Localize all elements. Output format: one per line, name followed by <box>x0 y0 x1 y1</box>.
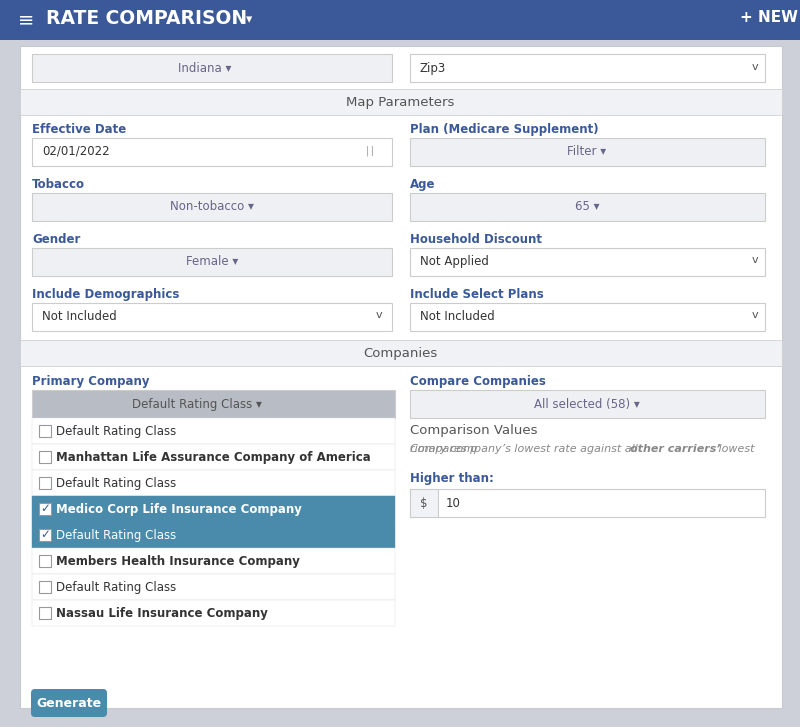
Text: + NEW: + NEW <box>740 10 798 25</box>
Text: Manhattan Life Assurance Company of America: Manhattan Life Assurance Company of Amer… <box>56 451 370 464</box>
Text: lowest: lowest <box>715 444 754 454</box>
Bar <box>32 470 395 496</box>
Bar <box>39 425 51 437</box>
Text: rimary company’s lowest rate against all: rimary company’s lowest rate against all <box>410 444 642 454</box>
Text: ✓: ✓ <box>40 528 50 541</box>
Text: Gender: Gender <box>32 233 80 246</box>
Text: Not Included: Not Included <box>420 310 494 323</box>
Bar <box>39 529 51 541</box>
Bar <box>32 138 392 166</box>
Text: Generate: Generate <box>37 697 102 710</box>
Text: ✓: ✓ <box>40 502 50 515</box>
Text: Default Rating Class ▾: Default Rating Class ▾ <box>132 398 262 411</box>
Bar <box>410 248 765 276</box>
Text: Primary Company: Primary Company <box>32 375 150 388</box>
Text: v: v <box>752 62 758 72</box>
Bar <box>32 248 392 276</box>
Text: Map Parameters: Map Parameters <box>346 96 454 109</box>
Bar <box>32 444 395 470</box>
Bar <box>410 489 765 517</box>
Text: Tobacco: Tobacco <box>32 178 85 191</box>
Bar <box>32 303 392 331</box>
Bar <box>39 607 51 619</box>
Bar <box>410 303 765 331</box>
FancyBboxPatch shape <box>31 689 107 717</box>
Text: All selected (58) ▾: All selected (58) ▾ <box>534 398 640 411</box>
Text: other carriers’: other carriers’ <box>630 444 721 454</box>
Bar <box>410 193 765 221</box>
Text: 10: 10 <box>446 497 461 510</box>
Text: Include Demographics: Include Demographics <box>32 288 179 301</box>
Bar <box>410 138 765 166</box>
Text: Default Rating Class: Default Rating Class <box>56 425 176 438</box>
Bar <box>32 522 395 548</box>
Text: Default Rating Class: Default Rating Class <box>56 581 176 594</box>
Bar <box>39 581 51 593</box>
Bar <box>39 503 51 515</box>
Bar <box>410 489 438 517</box>
Text: Nassau Life Insurance Company: Nassau Life Insurance Company <box>56 607 268 620</box>
Bar <box>32 54 392 82</box>
Bar <box>410 390 765 418</box>
Text: v: v <box>752 310 758 320</box>
Text: Effective Date: Effective Date <box>32 123 126 136</box>
Bar <box>32 600 395 626</box>
Bar <box>39 555 51 567</box>
Text: Higher than:: Higher than: <box>410 472 494 485</box>
Text: |❘: |❘ <box>366 145 377 156</box>
Bar <box>20 89 782 115</box>
Text: Default Rating Class: Default Rating Class <box>56 477 176 490</box>
Text: Comparison Values: Comparison Values <box>410 424 538 437</box>
Bar <box>39 477 51 489</box>
Text: Zip3: Zip3 <box>420 62 446 75</box>
Bar <box>32 418 395 444</box>
Text: Default Rating Class: Default Rating Class <box>56 529 176 542</box>
Text: Not Applied: Not Applied <box>420 255 489 268</box>
Text: Companies: Companies <box>363 347 437 360</box>
Text: Medico Corp Life Insurance Company: Medico Corp Life Insurance Company <box>56 503 302 516</box>
Text: v: v <box>752 255 758 265</box>
Text: Include Select Plans: Include Select Plans <box>410 288 544 301</box>
Text: Plan (Medicare Supplement): Plan (Medicare Supplement) <box>410 123 598 136</box>
Text: Age: Age <box>410 178 435 191</box>
Bar <box>0 0 800 40</box>
Text: Compare Companies: Compare Companies <box>410 375 546 388</box>
Text: Members Health Insurance Company: Members Health Insurance Company <box>56 555 300 568</box>
Text: Female ▾: Female ▾ <box>186 255 238 268</box>
Text: Household Discount: Household Discount <box>410 233 542 246</box>
Bar <box>32 548 395 574</box>
Text: 65 ▾: 65 ▾ <box>574 200 599 213</box>
Text: 02/01/2022: 02/01/2022 <box>42 145 110 158</box>
Bar <box>32 193 392 221</box>
Text: v: v <box>375 310 382 320</box>
Bar <box>32 496 395 522</box>
Text: Not Included: Not Included <box>42 310 117 323</box>
Text: $: $ <box>420 497 428 510</box>
Text: Filter ▾: Filter ▾ <box>567 145 606 158</box>
Bar <box>20 340 782 366</box>
Text: ≡: ≡ <box>18 10 34 29</box>
Text: Indiana ▾: Indiana ▾ <box>178 62 232 75</box>
Text: Compares p: Compares p <box>410 444 478 454</box>
Bar <box>32 390 395 418</box>
Text: Non-tobacco ▾: Non-tobacco ▾ <box>170 200 254 213</box>
Bar <box>410 54 765 82</box>
Bar <box>32 574 395 600</box>
Text: RATE COMPARISON: RATE COMPARISON <box>46 9 247 28</box>
Bar <box>39 451 51 463</box>
Text: ▾: ▾ <box>246 13 252 26</box>
